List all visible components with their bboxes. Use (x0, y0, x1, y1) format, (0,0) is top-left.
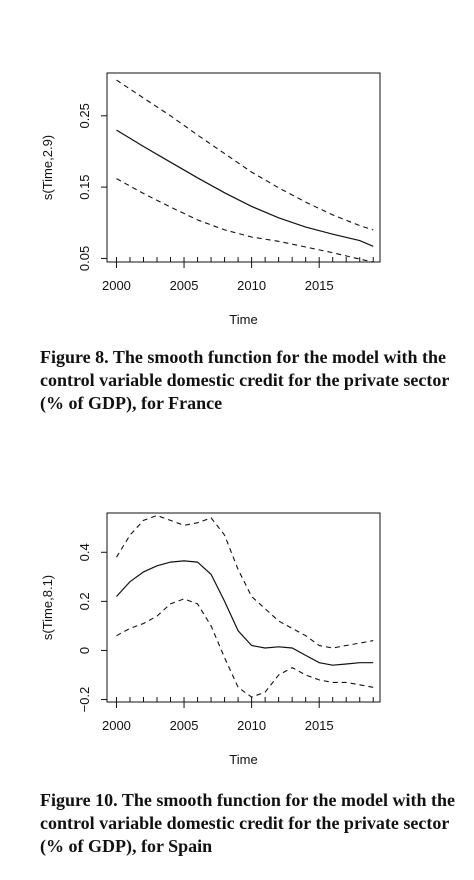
y-axis-label: s(Time,2.9) (40, 135, 55, 200)
x-tick-label: 2005 (170, 718, 199, 733)
y-tick-label: 0.25 (77, 103, 92, 128)
x-tick-label: 2015 (305, 718, 334, 733)
spain-smooth-chart: 2000 2005 2010 2015 −0.2 0 0.2 0.4 Time s(Time,8.… (40, 512, 381, 767)
x-tick-label: 2000 (102, 718, 131, 733)
y-tick-label: 0.2 (77, 592, 92, 610)
y-tick-label: 0 (77, 647, 92, 654)
x-axis-label: Time (229, 312, 257, 327)
y-tick-label: −0.2 (77, 687, 92, 713)
y-axis-label: s(Time,8.1) (40, 575, 55, 640)
figure-10-caption: Figure 10. The smooth function for the m… (40, 790, 456, 856)
plot-frame (106, 72, 381, 263)
y-tick-label: 0.15 (77, 174, 92, 199)
x-tick-label: 2005 (170, 278, 199, 293)
confidence-band-line (116, 79, 374, 231)
y-tick-label: 0.05 (77, 246, 92, 271)
smooth-estimate-line (116, 129, 374, 247)
x-tick-label: 2010 (237, 718, 266, 733)
x-tick-label: 2000 (102, 278, 131, 293)
confidence-band-line (116, 514, 374, 649)
y-tick-label: 0.4 (77, 543, 92, 561)
smooth-estimate-line (116, 560, 374, 666)
confidence-band-line (116, 598, 374, 698)
plot-frame (106, 512, 381, 703)
figure-8-caption: Figure 8. The smooth function for the mo… (40, 347, 450, 413)
x-tick-label: 2010 (237, 278, 266, 293)
france-smooth-chart: 2000 2005 2010 2015 0.05 0.15 0.25 Time s(Time,2… (40, 72, 381, 327)
x-tick-label: 2015 (305, 278, 334, 293)
x-axis-label: Time (229, 752, 257, 767)
confidence-band-line (116, 178, 374, 263)
